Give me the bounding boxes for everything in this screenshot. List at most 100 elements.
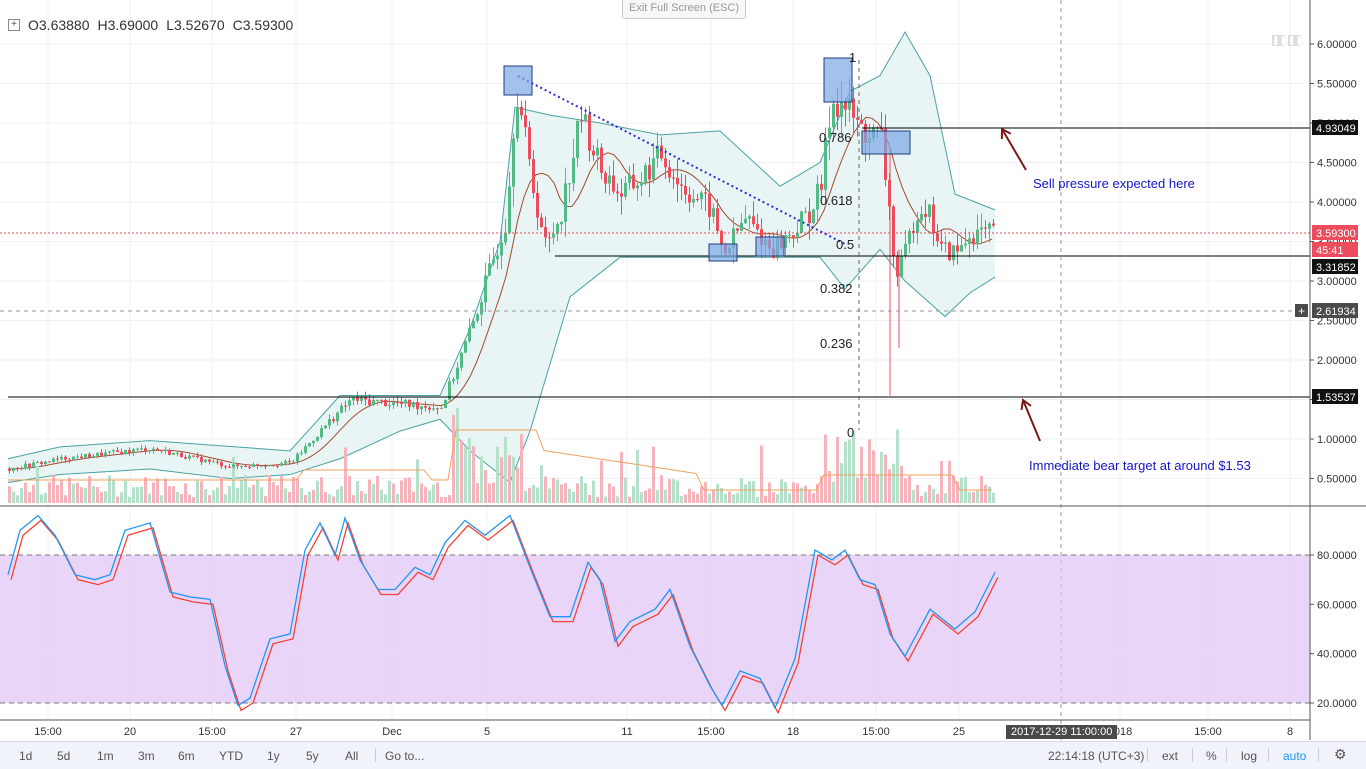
candle-body — [376, 399, 379, 401]
candle-body — [804, 211, 807, 213]
candle-body — [984, 227, 987, 229]
target-arrow-head — [1020, 398, 1032, 411]
zone-box — [861, 130, 911, 155]
expand-icon[interactable]: + — [8, 19, 20, 31]
volume-bar — [500, 457, 503, 503]
range-5y-button[interactable]: 5y — [306, 749, 319, 763]
downtrend-line — [517, 75, 846, 245]
volume-bar — [260, 487, 263, 503]
candle-body — [624, 182, 627, 197]
zone-box — [823, 57, 853, 103]
volume-bar — [640, 491, 643, 503]
volume-bar — [220, 477, 223, 503]
candle-body — [28, 463, 31, 468]
range-3m-button[interactable]: 3m — [138, 749, 155, 763]
candle-body — [952, 245, 955, 261]
volume-bar — [284, 488, 287, 503]
candle-body — [740, 223, 743, 231]
volume-bar — [100, 491, 103, 503]
fibonacci-level-label: 0.382 — [820, 281, 853, 296]
range-5d-button[interactable]: 5d — [57, 749, 71, 763]
clock-label[interactable]: 22:14:18 (UTC+3) — [1048, 749, 1145, 763]
candle-body — [796, 232, 799, 238]
volume-bar — [924, 491, 927, 503]
volume-bar — [52, 475, 55, 503]
goto-date-button[interactable]: Go to... — [385, 749, 425, 763]
range-6m-button[interactable]: 6m — [178, 749, 195, 763]
volume-bar — [460, 440, 463, 503]
auto-scale-button[interactable]: auto — [1283, 749, 1307, 763]
volume-bar — [484, 469, 487, 503]
volume-bar — [436, 482, 439, 503]
level-tag-4-93-bg — [1312, 120, 1358, 135]
candle-body — [112, 450, 115, 452]
volume-bar — [160, 495, 163, 503]
candle-body — [564, 183, 567, 222]
candle-body — [192, 455, 195, 457]
volume-bar — [172, 486, 175, 503]
stochastic-band — [0, 555, 1310, 703]
candle-body — [348, 400, 351, 406]
volume-bar — [268, 475, 271, 503]
volume-bar — [380, 489, 383, 503]
bear-target-annotation: Immediate bear target at around $1.53 — [1029, 458, 1251, 473]
pause-icon[interactable]: ❚❚ — [1288, 35, 1304, 46]
candle-body — [252, 464, 255, 468]
volume-bar — [512, 456, 515, 503]
range-all-button[interactable]: All — [345, 749, 359, 763]
volume-bar — [876, 474, 879, 503]
range-ytd-button[interactable]: YTD — [219, 749, 243, 763]
candle-body — [124, 450, 127, 455]
candle-body — [976, 229, 979, 245]
volume-bar — [688, 488, 691, 503]
ext-hours-button[interactable]: ext — [1162, 749, 1179, 763]
range-1m-button[interactable]: 1m — [97, 749, 114, 763]
candle-body — [364, 396, 367, 400]
candle-body — [440, 407, 443, 410]
candle-body — [852, 98, 855, 118]
candle-body — [8, 469, 11, 471]
candle-body — [248, 466, 251, 468]
volume-bar — [952, 475, 955, 503]
volume-bar — [152, 482, 155, 503]
volume-bar — [192, 496, 195, 503]
candle-body — [900, 255, 903, 277]
volume-bar — [384, 494, 387, 503]
volume-bar — [44, 492, 47, 503]
pause-icon[interactable]: ❚❚ — [1272, 35, 1288, 46]
candle-body — [216, 461, 219, 463]
volume-bar — [144, 477, 147, 503]
bollinger-lower-line — [7, 248, 996, 484]
volume-bar — [448, 495, 451, 503]
volume-bar — [892, 463, 895, 503]
stochastic-d-line — [10, 519, 999, 715]
gear-icon[interactable]: ⚙ — [1334, 746, 1347, 762]
countdown-tag-bg — [1312, 242, 1358, 257]
candle-body — [844, 101, 847, 110]
range-1y-button[interactable]: 1y — [267, 749, 280, 763]
percent-scale-button[interactable]: % — [1206, 749, 1217, 763]
candle-body — [160, 450, 163, 452]
candle-body — [412, 402, 415, 407]
volume-bar — [756, 496, 759, 503]
volume-bar — [612, 486, 615, 503]
candle-body — [16, 467, 19, 470]
log-scale-button[interactable]: log — [1241, 749, 1258, 763]
volume-bar — [520, 434, 523, 503]
volume-bar — [184, 483, 187, 503]
candle-body — [856, 117, 859, 120]
volume-bar — [516, 467, 519, 503]
range-1d-button[interactable]: 1d — [19, 749, 33, 763]
volume-bar — [908, 476, 911, 503]
volume-bar — [728, 491, 731, 503]
candle-body — [664, 158, 667, 168]
exit-fullscreen-button[interactable]: Exit Full Screen (ESC) — [622, 0, 747, 19]
candle-body — [320, 428, 323, 437]
volume-bar — [216, 487, 219, 503]
crosshair-price-tag: 2.61934 — [1316, 306, 1356, 318]
volume-bar — [64, 495, 67, 503]
candle-body — [200, 457, 203, 463]
volume-bar — [276, 485, 279, 503]
volume-bar — [552, 477, 555, 503]
